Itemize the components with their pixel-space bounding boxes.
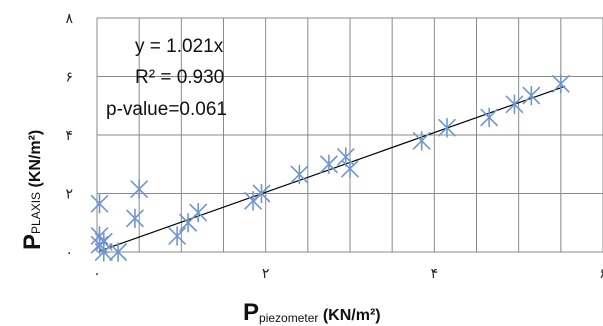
y-tick-label: ۴ (65, 128, 73, 144)
tick-labels: ۰ ۲ ۴ ۶ ۸ ۰ ۲ ۴ ۶ (65, 11, 603, 282)
y-tick-label: ۸ (65, 11, 73, 27)
x-tick-label: ۶ (599, 266, 603, 282)
y-axis-title-sub: PLAXIS (29, 192, 43, 234)
x-tick-label: ۴ (431, 266, 439, 282)
data-point (168, 226, 186, 246)
data-point (341, 158, 359, 179)
x-tick-label: ۲ (262, 266, 270, 282)
grid-lines (96, 17, 603, 253)
data-points (90, 74, 570, 262)
x-tick-label: ۰ (93, 266, 101, 282)
data-point (522, 85, 541, 106)
r-squared-label: R² = 0.930 (135, 67, 224, 88)
y-tick-label: ۲ (65, 187, 73, 203)
y-axis-title: PPLAXIS (KN/m²) (19, 130, 46, 250)
y-axis-title-main: P (19, 234, 46, 250)
data-point (412, 131, 431, 151)
data-point (126, 208, 144, 229)
x-axis-title-sub: piezometer (259, 311, 318, 325)
data-point (438, 117, 456, 138)
data-point (552, 74, 570, 94)
equation-label: y = 1.021x (135, 36, 224, 57)
x-axis-title: Ppiezometer (KN/m²) (243, 299, 381, 326)
data-point (480, 107, 498, 128)
x-axis-title-main: P (243, 299, 259, 326)
y-tick-label: ۰ (65, 245, 73, 261)
data-point (252, 183, 271, 204)
data-point (320, 154, 338, 175)
data-point (94, 242, 113, 262)
svg-text:PPLAXIS (KN/m²): PPLAXIS (KN/m²) (19, 130, 46, 250)
data-point (109, 242, 127, 262)
data-point (505, 94, 524, 115)
svg-text:Ppiezometer (KN/m²): Ppiezometer (KN/m²) (243, 299, 381, 326)
data-point (130, 179, 148, 199)
p-value-label: p-value=0.061 (106, 99, 227, 120)
data-point (90, 193, 109, 214)
regression-annotation: y = 1.021x R² = 0.930 p-value=0.061 (106, 36, 227, 120)
data-point (290, 164, 309, 185)
y-tick-label: ۶ (65, 70, 73, 86)
data-point (189, 202, 207, 223)
y-axis-title-unit: (KN/m²) (27, 130, 44, 192)
x-axis-title-unit: (KN/m²) (318, 307, 380, 324)
data-point (336, 147, 355, 167)
